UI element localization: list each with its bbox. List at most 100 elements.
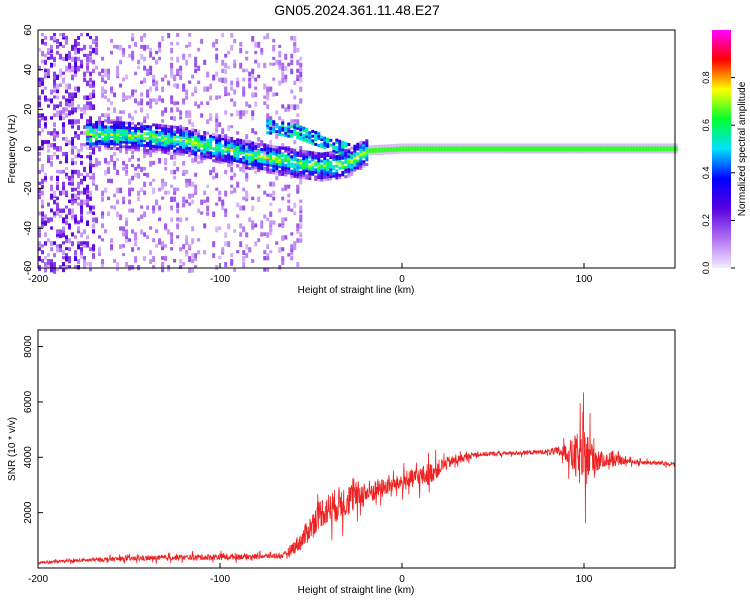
spectrogram-cell [278,146,282,150]
spectrogram-cell [272,145,276,149]
spectrogram-cell [65,235,69,240]
spectrogram-cell [155,83,159,88]
spectrogram-cell [461,143,465,147]
spectrogram-cell [143,132,147,136]
spectrogram-cell [56,110,60,115]
spectrogram-cell [314,177,318,181]
spectrogram-cell [227,155,231,159]
spectrogram-cell [50,226,54,230]
spectrogram-cell [107,127,111,131]
spectrogram-cell [308,133,312,137]
spectrogram-cell [245,134,249,140]
spectrogram-cell [209,156,213,160]
spectrogram-cell [212,166,216,173]
spectrogram-cell [140,148,144,152]
spectrogram-cell [221,59,225,66]
spectrogram-cell [242,250,246,256]
spectrogram-cell [116,44,120,50]
spectrogram-cell [83,175,87,182]
spectrogram-cell [128,124,132,128]
spectrogram-cell [206,86,210,92]
spectrogram-cell [449,148,453,152]
spectrogram-cell [326,163,330,167]
spectrogram-cell [59,71,63,78]
spectrogram-cell [344,158,348,162]
spectrogram-cell [305,157,309,161]
spectrogram-cell [71,214,75,219]
spectrogram-cell [155,199,159,206]
spectrogram-cell [281,77,285,84]
spectrogram-cell [299,205,303,211]
spectrogram-cell [188,119,192,125]
spectrogram-cell [563,148,567,152]
spectrogram-cell [425,143,429,147]
spectrogram-cell [446,143,450,147]
spectrogram-cell [659,148,663,152]
spectrogram-cell [164,134,168,138]
spectrogram-cell [596,143,600,147]
spectrogram-cell [503,145,507,149]
spectrogram-cell [89,144,93,148]
spectrogram-cell [95,139,99,143]
spectrogram-cell [86,65,90,70]
spectrogram-cell [71,68,75,73]
spectrogram-cell [317,136,321,140]
spectrogram-cell [344,165,348,169]
spectrogram-cell [230,163,234,167]
spectrogram-cell [398,148,402,152]
spectrogram-cell [176,41,180,46]
spectrogram-cell [359,162,363,166]
spectrogram-cell [164,181,168,187]
spectrogram-cell [314,151,318,155]
spectrogram-cell [47,157,51,164]
spectrogram-cell [263,35,267,40]
spectrogram-cell [281,170,285,174]
spectrogram-cell [122,135,126,139]
spectrogram-cell [623,143,627,147]
spectrogram-cell [164,138,168,142]
spectrogram-cell [266,244,270,249]
spectrogram-cell [320,135,324,139]
spectrogram-cell [101,238,105,242]
spectrogram-cell [227,150,231,154]
spectrogram-cell [527,145,531,149]
spectrogram-cell [146,148,150,152]
spectrogram-cell [92,163,96,168]
spectrogram-cell [245,147,249,151]
spectrogram-cell [44,41,48,46]
spectrogram-cell [143,127,147,131]
spectrogram-cell [119,123,123,127]
spectrogram-cell [290,134,294,138]
spectrogram-cell [635,148,639,152]
spectrogram-cell [221,128,225,135]
spectrogram-cell [428,145,432,149]
spectrogram-cell [170,98,174,105]
spectrogram-cell [326,140,330,144]
spectrogram-cell [101,211,105,216]
spectrogram-cell [143,77,147,84]
spectrogram-cell [539,148,543,152]
spectrogram-cell [62,190,66,195]
spectrogram-cell [314,138,318,142]
spectrogram-cell [110,89,114,94]
spectrogram-cell [59,68,63,75]
spectrogram-cell [266,124,270,128]
spectrogram-cell [449,150,453,154]
spectrogram-cell [551,143,555,147]
spectrogram-cell [71,119,75,125]
spectrogram-cell [491,145,495,149]
spectrogram-cell [41,128,45,133]
spectrogram-cell [185,199,189,204]
spectrogram-cell [89,175,93,180]
spectrogram-cell [605,148,609,152]
spectrogram-cell [221,134,225,138]
spectrogram-cell [281,223,285,229]
spectrogram-cell [266,153,270,157]
spectrogram-cells [38,32,678,274]
spectrogram-cell [314,133,318,137]
spectrogram-cell [254,146,258,150]
spectrogram-cell [269,163,273,167]
spectrogram-cell [152,144,156,148]
spectrogram-cell [365,148,369,152]
